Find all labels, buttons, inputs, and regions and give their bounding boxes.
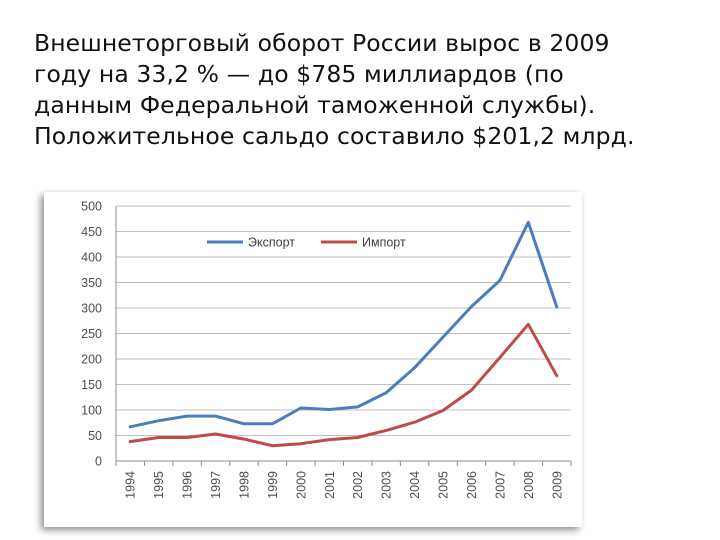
y-tick-label: 300 [81,302,102,316]
heading-line: году на 33,2 % — до $785 миллиардов (по [34,60,564,88]
x-tick-label: 2006 [465,471,479,499]
x-tick-label: 2001 [323,471,337,499]
grid-lines [116,205,571,462]
legend-label: Импорт [362,236,406,250]
series-line-1 [128,322,559,448]
x-tick-label: 2005 [437,471,451,499]
x-tick-label: 1999 [266,471,280,499]
x-tick-label: 1995 [152,471,166,499]
x-tick-label: 2004 [408,471,422,499]
y-tick-label: 50 [88,429,102,443]
x-tick-label: 2003 [380,471,394,499]
x-axis: 1994 1995 1996 1997 1998 1999 2000 2001 2002 2003… [115,460,572,499]
y-tick-label: 450 [81,225,102,239]
y-tick-label: 500 [81,200,102,214]
legend-label: Экспорт [248,236,295,250]
x-tick-label: 1998 [237,471,251,499]
x-tick-label: 2007 [493,471,507,499]
heading-line: данным Федеральной таможенной службы). [34,91,596,119]
series-lines [128,220,559,448]
y-tick-label: 200 [81,353,102,367]
x-tick-label: 2009 [550,471,564,499]
x-tick-label: 2002 [351,471,365,499]
x-tick-label: 2000 [294,471,308,499]
y-tick-label: 350 [81,276,102,290]
legend: Экспорт Импорт [207,236,406,250]
y-tick-label: 0 [95,455,102,469]
y-tick-label: 150 [81,378,102,392]
heading-line: Внешнеторговый оборот России вырос в 200… [34,29,610,57]
x-tick-label: 1994 [124,471,138,499]
x-tick-label: 2008 [522,471,536,499]
heading-line: Положительное сальдо составило $201,2 мл… [34,122,635,150]
heading-text: Внешнеторговый оборот России вырос в 200… [34,28,704,152]
y-axis: 0 50 100 150 200 250 300 350 400 450 500 [81,200,117,469]
y-tick-label: 400 [81,251,102,265]
x-tick-label: 1996 [181,471,195,499]
x-tick-label: 1997 [209,471,223,499]
y-tick-label: 100 [81,404,102,418]
y-tick-label: 250 [81,327,102,341]
series-line-0 [128,220,559,429]
